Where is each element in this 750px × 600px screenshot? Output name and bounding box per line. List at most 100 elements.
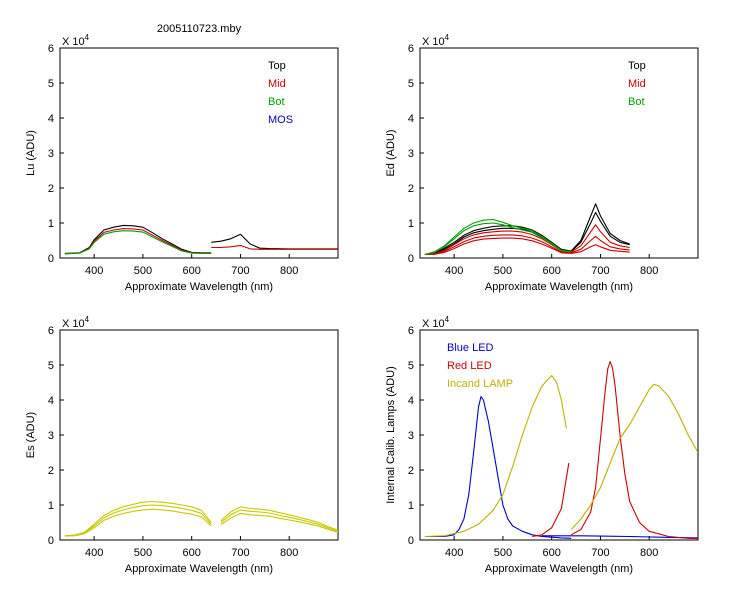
figure-title: 2005110723.mby xyxy=(157,23,242,35)
y-scale-multiplier: X 104 xyxy=(62,33,90,48)
series-line-es-mid- xyxy=(64,504,212,537)
y-tick-label: 1 xyxy=(408,218,414,230)
legend-entry: Blue LED xyxy=(447,342,494,354)
x-axis-label: Approximate Wavelength (nm) xyxy=(485,281,633,293)
panel-lu: 0 1 2 3 4 5 6 400 500 600 700 800 Approximate Wavele… xyxy=(25,33,339,293)
multiplier-base: X 10 xyxy=(62,318,85,330)
x-tick-label: 500 xyxy=(134,547,152,559)
y-tick-label: 5 xyxy=(408,360,414,372)
x-axis-label: Approximate Wavelength (nm) xyxy=(485,563,633,575)
x-tick-label: 800 xyxy=(280,265,298,277)
x-tick-label: 400 xyxy=(445,547,463,559)
series-line-es-min- xyxy=(220,512,338,533)
y-tick-label: 4 xyxy=(408,113,414,125)
x-tick-label: 600 xyxy=(183,265,201,277)
y-tick-label: 5 xyxy=(48,78,54,90)
y-axis-label: Ed (ADU) xyxy=(385,129,397,176)
legend-entry: Mid xyxy=(268,78,286,90)
y-scale-multiplier: X 104 xyxy=(62,315,90,330)
x-tick-label: 400 xyxy=(85,547,103,559)
data-layer xyxy=(64,224,338,255)
series-line-es-min- xyxy=(64,508,212,537)
series-line-mid xyxy=(424,237,630,256)
plot-frame xyxy=(59,329,339,541)
legend-entry: Red LED xyxy=(447,360,492,372)
plot-frame xyxy=(59,47,339,259)
legend-entry: Bot xyxy=(268,96,285,108)
series-line-es-max- xyxy=(64,500,212,537)
x-tick-label: 800 xyxy=(640,265,658,277)
x-axis-label: Approximate Wavelength (nm) xyxy=(125,563,273,575)
data-layer xyxy=(424,203,630,256)
legend-entry: Top xyxy=(268,60,286,72)
series-line-blue-led xyxy=(424,395,572,539)
y-tick-label: 1 xyxy=(48,500,54,512)
multiplier-base: X 10 xyxy=(422,318,445,330)
y-axis-label: Es (ADU) xyxy=(25,412,37,458)
data-layer xyxy=(64,500,338,537)
x-tick-label: 700 xyxy=(231,547,249,559)
series-line-mid xyxy=(424,224,630,256)
legend-entry: Incand LAMP xyxy=(447,378,513,390)
y-tick-label: 6 xyxy=(48,325,54,337)
legend-entry: MOS xyxy=(268,114,293,126)
y-tick-label: 5 xyxy=(408,78,414,90)
y-tick-label: 3 xyxy=(48,148,54,160)
series-line-mid xyxy=(424,234,630,256)
x-tick-label: 500 xyxy=(494,265,512,277)
y-scale-multiplier: X 104 xyxy=(422,315,450,330)
y-tick-label: 0 xyxy=(408,535,414,547)
x-tick-label: 800 xyxy=(640,547,658,559)
legend-entry: Bot xyxy=(628,96,645,108)
y-tick-label: 0 xyxy=(408,253,414,265)
y-tick-label: 3 xyxy=(48,430,54,442)
series-line-es-max- xyxy=(220,506,338,531)
y-tick-label: 6 xyxy=(48,43,54,55)
x-tick-label: 800 xyxy=(280,547,298,559)
y-tick-label: 2 xyxy=(408,465,414,477)
legend-entry: Top xyxy=(628,60,646,72)
y-tick-label: 0 xyxy=(48,535,54,547)
panel-es: 0 1 2 3 4 5 6 400 500 600 700 800 Approximate Wavele… xyxy=(25,315,339,575)
series-line-es-mid- xyxy=(220,509,338,532)
y-tick-label: 3 xyxy=(408,148,414,160)
series-line-top xyxy=(64,224,212,254)
x-tick-label: 400 xyxy=(85,265,103,277)
series-line-bot xyxy=(424,218,572,256)
series-line-red-led xyxy=(532,462,570,538)
plot-frame xyxy=(419,47,699,259)
multiplier-base: X 10 xyxy=(62,36,85,48)
y-tick-label: 4 xyxy=(408,395,414,407)
y-tick-label: 0 xyxy=(48,253,54,265)
x-tick-label: 600 xyxy=(543,265,561,277)
series-line-incand-lamp xyxy=(424,374,567,538)
panel-ed: 0 1 2 3 4 5 6 400 500 600 700 800 Approximate Wavele… xyxy=(385,33,699,293)
x-tick-label: 600 xyxy=(543,547,561,559)
series-line-incand-lamp xyxy=(570,383,698,530)
x-tick-label: 700 xyxy=(231,265,249,277)
y-tick-label: 2 xyxy=(48,183,54,195)
multiplier-exponent: 4 xyxy=(85,33,90,42)
multiplier-base: X 10 xyxy=(422,36,445,48)
x-tick-label: 500 xyxy=(134,265,152,277)
series-line-blue-led xyxy=(541,535,698,539)
y-axis-label: Lu (ADU) xyxy=(25,130,37,176)
x-tick-label: 600 xyxy=(183,547,201,559)
series-line-bot xyxy=(424,222,572,256)
panel-cal: 0 1 2 3 4 5 6 400 500 600 700 800 Approximate Wavele… xyxy=(385,315,699,575)
y-tick-label: 3 xyxy=(408,430,414,442)
legend-entry: Mid xyxy=(628,78,646,90)
x-axis-label: Approximate Wavelength (nm) xyxy=(125,281,273,293)
y-tick-label: 1 xyxy=(408,500,414,512)
multiplier-exponent: 4 xyxy=(445,315,450,324)
multiplier-exponent: 4 xyxy=(445,33,450,42)
y-axis-label: Internal Calib. Lamps (ADU) xyxy=(385,366,397,504)
x-tick-label: 700 xyxy=(591,547,609,559)
y-tick-label: 2 xyxy=(408,183,414,195)
series-line-top xyxy=(424,203,630,256)
y-tick-label: 4 xyxy=(48,395,54,407)
series-line-red-led xyxy=(570,360,698,540)
x-tick-label: 500 xyxy=(494,547,512,559)
